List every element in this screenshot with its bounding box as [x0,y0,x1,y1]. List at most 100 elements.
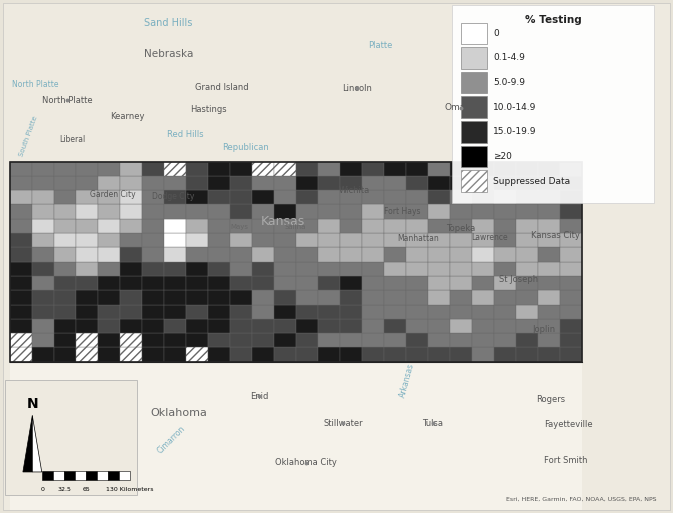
Bar [494,262,516,276]
Bar [10,305,32,319]
Bar [318,333,340,347]
Text: Arkansas: Arkansas [398,363,416,399]
Bar [362,347,384,362]
Bar [98,233,120,247]
Bar [54,247,76,262]
Bar [230,333,252,347]
Text: North Platte: North Platte [42,95,93,105]
Bar [538,347,560,362]
Bar [461,23,487,44]
Bar [142,219,164,233]
Bar [186,319,208,333]
Text: Rogers: Rogers [536,394,565,404]
Bar [362,262,384,276]
Text: Kansas City: Kansas City [531,231,579,241]
Text: Sand Hills: Sand Hills [144,18,192,28]
Bar [450,333,472,347]
Bar [362,205,384,219]
Bar [76,290,98,305]
Text: Hastings: Hastings [190,105,227,114]
Bar [362,290,384,305]
Bar [516,176,538,190]
Bar [516,276,538,290]
Bar [296,333,318,347]
Bar [461,146,487,167]
Bar [208,333,230,347]
Bar [406,276,428,290]
Bar [450,290,472,305]
Text: 32.5: 32.5 [57,487,71,492]
Text: 65: 65 [82,487,90,492]
Bar [186,233,208,247]
Bar [516,190,538,205]
Bar [560,205,582,219]
Bar [186,176,208,190]
Bar [428,262,450,276]
Text: Liberal: Liberal [59,135,85,144]
Text: Garden City: Garden City [90,190,136,199]
Bar [384,333,406,347]
Text: 0: 0 [493,29,499,38]
Bar [472,176,494,190]
Bar [296,319,318,333]
Polygon shape [23,416,32,472]
Bar [10,162,32,176]
Bar [120,262,142,276]
Bar [384,205,406,219]
Bar [120,176,142,190]
Bar [450,319,472,333]
Bar [560,262,582,276]
Bar [516,205,538,219]
Bar [362,233,384,247]
Bar [450,190,472,205]
Bar [76,233,98,247]
Bar [318,219,340,233]
Bar [560,305,582,319]
Bar [274,262,296,276]
Bar [362,176,384,190]
Bar [472,233,494,247]
Bar [65,471,75,480]
Bar [472,305,494,319]
Bar [362,247,384,262]
Bar [461,170,487,192]
Bar [450,205,472,219]
Bar [274,190,296,205]
Bar [76,219,98,233]
Bar [472,276,494,290]
Text: Topeka: Topeka [446,224,476,233]
Bar [53,471,65,480]
Text: ≥20: ≥20 [493,152,512,161]
Bar [340,176,362,190]
Bar [10,176,32,190]
Bar [538,176,560,190]
Bar [32,205,54,219]
Bar [428,347,450,362]
Bar [428,219,450,233]
Bar [120,247,142,262]
Text: Fayetteville: Fayetteville [544,420,593,429]
Bar [32,319,54,333]
Text: Amarillo: Amarillo [60,484,95,493]
Bar [428,190,450,205]
Bar [252,176,274,190]
Bar [10,347,32,362]
Bar [340,290,362,305]
Bar [406,233,428,247]
Bar [340,190,362,205]
Bar [274,347,296,362]
Bar [142,205,164,219]
Bar [76,305,98,319]
Bar [318,262,340,276]
Bar [362,190,384,205]
Bar [142,262,164,276]
Bar [76,176,98,190]
Bar [384,247,406,262]
Bar [406,262,428,276]
Bar [296,233,318,247]
Bar [120,319,142,333]
Bar [450,247,472,262]
Bar [560,276,582,290]
Bar [252,319,274,333]
Bar [461,121,487,143]
